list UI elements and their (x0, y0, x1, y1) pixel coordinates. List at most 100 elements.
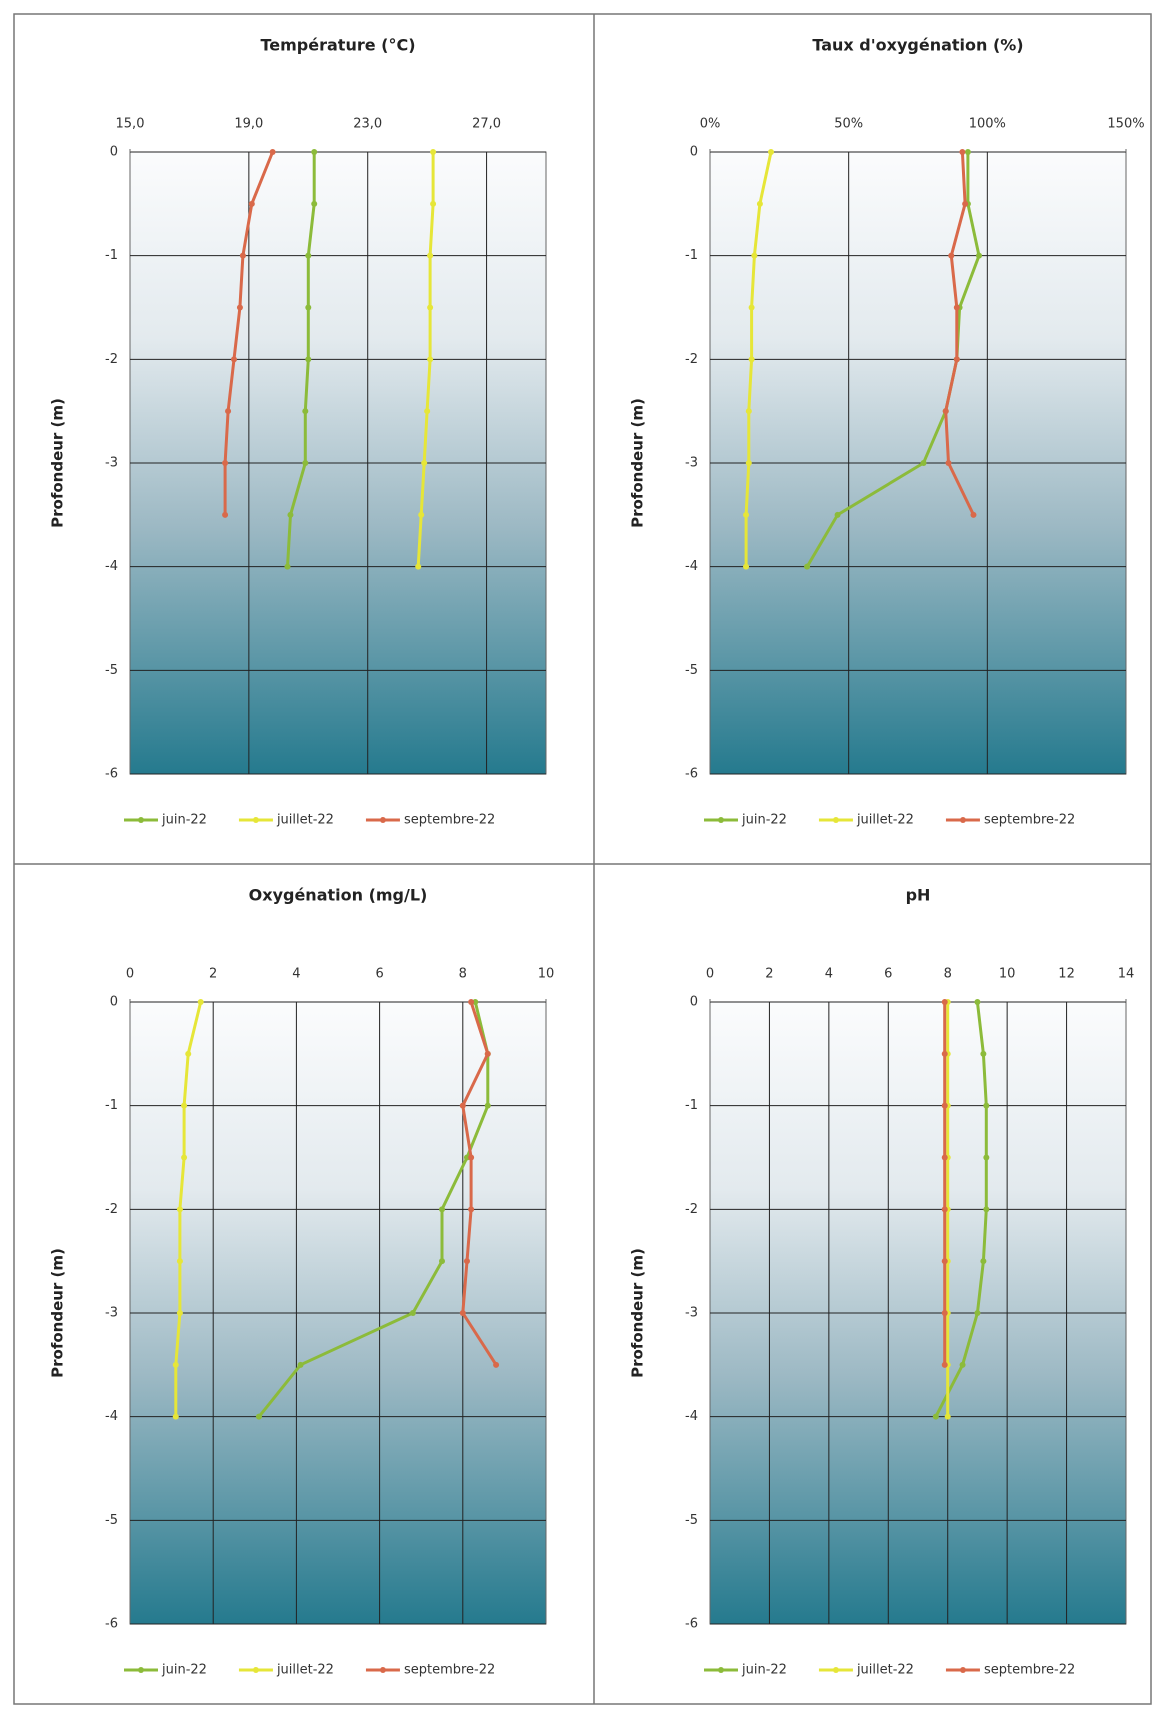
data-point (225, 408, 232, 415)
data-point (941, 1310, 948, 1316)
x-tick-label: 23,0 (353, 117, 382, 132)
data-point (980, 1258, 987, 1265)
legend-marker (718, 1667, 724, 1673)
y-tick-label: 0 (110, 995, 118, 1010)
x-tick-label: 100% (969, 117, 1006, 132)
legend-marker (252, 817, 259, 823)
data-point (959, 1361, 966, 1368)
x-tick-label: 4 (292, 967, 300, 982)
y-tick-label: -1 (685, 248, 698, 263)
y-tick-label: 0 (110, 145, 118, 160)
data-point (181, 1154, 188, 1161)
data-point (941, 999, 948, 1005)
legend-label: juillet-22 (276, 1663, 334, 1678)
x-tick-label: 12 (1058, 967, 1075, 982)
data-point (255, 1413, 262, 1420)
data-point (941, 1258, 948, 1265)
data-point (297, 1361, 304, 1368)
legend-label: juillet-22 (856, 1663, 914, 1678)
chart-title: pH (906, 886, 931, 905)
legend-marker (379, 1667, 386, 1673)
legend-marker (138, 817, 144, 823)
data-point (745, 460, 752, 466)
data-point (941, 1050, 948, 1057)
x-tick-label: 27,0 (472, 117, 501, 132)
data-point (172, 1413, 179, 1420)
x-tick-label: 14 (1118, 967, 1135, 982)
legend-marker (832, 817, 839, 823)
data-point (745, 408, 752, 415)
data-point (834, 511, 841, 518)
y-tick-label: -2 (685, 1202, 698, 1217)
data-point (983, 1206, 990, 1213)
data-point (421, 460, 428, 466)
y-tick-label: -5 (105, 663, 118, 678)
y-tick-label: -2 (685, 352, 698, 367)
data-point (751, 252, 758, 259)
y-tick-label: -6 (685, 1617, 698, 1632)
data-point (468, 1206, 475, 1213)
x-tick-label: 6 (375, 967, 383, 982)
data-point (418, 511, 425, 518)
data-point (305, 304, 312, 311)
legend-marker (138, 1667, 144, 1673)
legend-marker (252, 1667, 259, 1673)
legend-marker (379, 817, 386, 823)
chart-title: Oxygénation (mg/L) (249, 886, 428, 905)
data-point (980, 1050, 987, 1057)
data-point (983, 1154, 990, 1161)
y-tick-label: -6 (105, 767, 118, 782)
data-point (974, 1310, 981, 1316)
y-tick-label: -5 (105, 1513, 118, 1528)
y-tick-label: -3 (105, 456, 118, 471)
chart-title: Taux d'oxygénation (%) (812, 36, 1023, 55)
data-point (948, 252, 955, 259)
y-tick-label: -5 (685, 1513, 698, 1528)
data-point (222, 460, 229, 466)
y-axis-title: Profondeur (m) (629, 1248, 647, 1378)
data-point (468, 999, 475, 1005)
data-point (176, 1206, 183, 1213)
data-point (920, 460, 927, 466)
x-tick-label: 19,0 (234, 117, 263, 132)
data-point (983, 1102, 990, 1109)
x-tick-label: 10 (538, 967, 555, 982)
data-point (804, 563, 811, 570)
legend-label: septembre-22 (404, 813, 495, 828)
data-point (468, 1154, 475, 1161)
data-point (222, 511, 229, 518)
data-point (964, 149, 971, 155)
data-point (185, 1050, 192, 1057)
series-line (223, 151, 274, 515)
chart-title: Température (°C) (260, 36, 415, 55)
y-axis-title: Profondeur (m) (49, 398, 67, 528)
data-point (427, 304, 434, 311)
legend-label: juin-22 (741, 813, 787, 828)
frame (13, 13, 1152, 1705)
data-point (176, 1258, 183, 1265)
y-tick-label: -2 (105, 1202, 118, 1217)
x-tick-label: 0 (126, 967, 134, 982)
legend-label: juillet-22 (276, 813, 334, 828)
legend-label: juin-22 (161, 813, 207, 828)
data-point (430, 200, 437, 207)
data-point (743, 563, 750, 570)
data-point (248, 200, 255, 207)
data-point (484, 1102, 491, 1109)
data-point (427, 356, 434, 363)
data-point (181, 1102, 188, 1109)
legend-label: juillet-22 (856, 813, 914, 828)
data-point (959, 149, 966, 155)
data-point (743, 511, 750, 518)
legend-marker (959, 817, 966, 823)
y-tick-label: 0 (690, 995, 698, 1010)
legend-marker (832, 1667, 839, 1673)
y-tick-label: -1 (105, 248, 118, 263)
legend-label: septembre-22 (404, 1663, 495, 1678)
legend-label: juin-22 (161, 1663, 207, 1678)
data-point (269, 149, 276, 155)
data-point (311, 200, 318, 207)
data-point (236, 304, 243, 311)
data-point (944, 1413, 951, 1420)
